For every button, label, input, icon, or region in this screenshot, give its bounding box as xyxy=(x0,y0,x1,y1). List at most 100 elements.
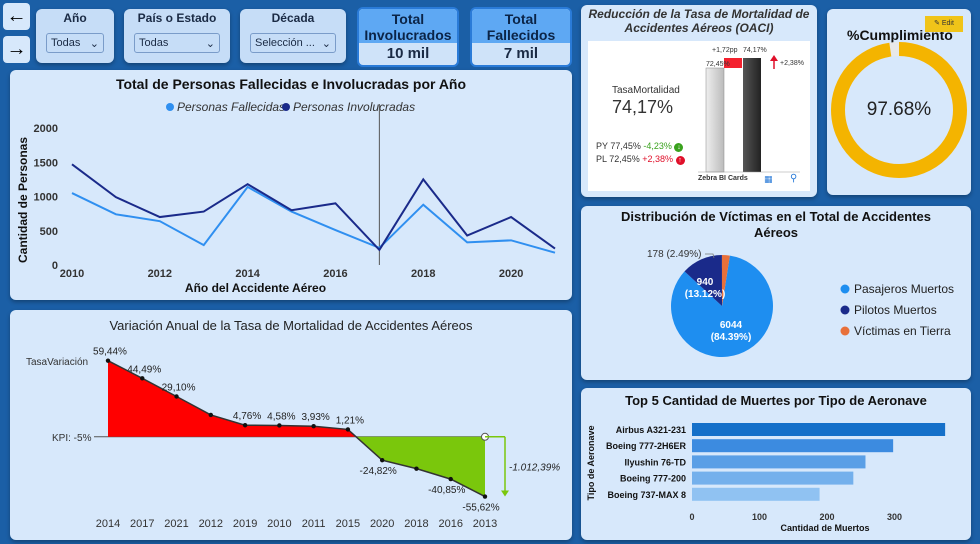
filter-decade: Década Selección ... ⌄ xyxy=(240,9,346,63)
metric-value: 74,17% xyxy=(612,97,674,117)
category-label: Boeing 737-MAX 8 xyxy=(607,490,686,500)
positive-area xyxy=(108,360,357,437)
data-point xyxy=(482,494,488,499)
x-tick-label: 2016 xyxy=(438,518,462,530)
x-tick-label: 2010 xyxy=(60,268,84,280)
kpi-deaths-value: 7 mil xyxy=(503,45,539,62)
py-value: 77,45% xyxy=(610,141,641,151)
slice-label: 940 xyxy=(697,277,714,288)
legend-label: Personas Involucradas xyxy=(293,100,415,114)
negative-area xyxy=(356,436,485,497)
x-tick-label: 2018 xyxy=(404,518,428,530)
filter-year-label: Año xyxy=(63,11,87,25)
x-tick-label: 2012 xyxy=(199,518,223,530)
x-tick-label: 2020 xyxy=(499,268,523,280)
series-label: TasaVariación xyxy=(26,357,88,368)
bar xyxy=(692,471,854,485)
line-chart-title: Total de Personas Fallecidas e Involucra… xyxy=(115,76,467,92)
data-point xyxy=(379,457,385,463)
filter-year-value: Todas xyxy=(51,37,81,49)
legend-marker xyxy=(840,284,850,294)
zebra-footer: Zebra BI Cards xyxy=(698,175,748,182)
x-tick-label: 2019 xyxy=(233,518,257,530)
category-label: Boeing 777-2H6ER xyxy=(606,441,687,451)
x-tick-label: 2010 xyxy=(267,518,291,530)
data-point xyxy=(414,466,419,471)
data-point xyxy=(105,358,111,363)
data-point xyxy=(208,412,214,418)
data-label: 3,93% xyxy=(301,412,329,423)
y-axis-label: Tipo de Aeronave xyxy=(586,425,596,500)
data-label: 1,21% xyxy=(336,415,364,426)
kpi-involved-value: 10 mil xyxy=(386,45,430,62)
x-tick-label: 300 xyxy=(887,512,902,522)
calendar-icon[interactable]: ▦ xyxy=(764,174,773,184)
legend-label: Pilotos Muertos xyxy=(854,303,937,317)
series-line xyxy=(71,163,556,252)
filter-decade-select[interactable]: Selección ... ⌄ xyxy=(250,33,336,53)
category-label: Boeing 777-200 xyxy=(620,474,686,484)
arrow-left-icon: ← xyxy=(6,5,27,27)
y-axis-label: Cantidad de Personas xyxy=(16,137,30,263)
legend-marker xyxy=(166,103,174,111)
chevron-down-icon: ⌄ xyxy=(89,38,99,50)
variation-chart-card: Variación Anual de la Tasa de Mortalidad… xyxy=(10,310,572,540)
reduction-title: Reducción de la Tasa de Mortalidad de Ac… xyxy=(588,7,810,35)
gauge-fill xyxy=(831,42,967,178)
pie-slice xyxy=(671,255,773,357)
x-tick-label: 2013 xyxy=(473,518,497,530)
filter-year-select[interactable]: Todas ⌄ xyxy=(46,33,104,53)
pie-slice xyxy=(721,255,730,306)
bar-title: Top 5 Cantidad de Muertes por Tipo de Ae… xyxy=(625,393,927,408)
x-tick-label: 2011 xyxy=(302,518,326,530)
variation-line xyxy=(107,359,486,498)
data-point xyxy=(242,423,248,428)
forward-button[interactable]: → xyxy=(3,36,30,63)
arrow-down-icon xyxy=(501,490,509,497)
line-chart-card: Total de Personas Fallecidas e Involucra… xyxy=(10,70,572,300)
arrow-up-icon: ↑ xyxy=(675,156,685,165)
x-tick-label: 2020 xyxy=(370,518,394,530)
data-point xyxy=(140,376,145,381)
variance-label: -1.012,39% xyxy=(509,463,560,474)
edit-button[interactable]: ✎ Edit xyxy=(925,16,963,32)
bar-ac xyxy=(743,58,761,172)
donut-chart: 6044(84.39%) 940(13.12%) 178 (2.49%) Pasaje… xyxy=(647,249,954,357)
x-axis-label: Cantidad de Muertos xyxy=(780,523,869,533)
data-point xyxy=(345,427,351,432)
data-label: 4,58% xyxy=(267,411,295,422)
x-tick-label: 2018 xyxy=(411,268,435,280)
y-tick-label: 0 xyxy=(52,260,58,272)
filter-decade-value: Selección ... xyxy=(255,37,315,49)
arrow-head-icon xyxy=(770,55,778,61)
filter-country-select[interactable]: Todas ⌄ xyxy=(134,33,220,53)
pie-slice xyxy=(684,255,722,306)
filter-country-label: País o Estado xyxy=(137,11,217,25)
py-label: PY xyxy=(596,141,608,151)
x-axis-label: Año del Accidente Aéreo xyxy=(185,281,326,295)
line-chart: Personas Fallecidas Personas Involucradas… xyxy=(16,100,556,295)
chevron-down-icon: ⌄ xyxy=(205,38,215,50)
py-delta: -4,23% xyxy=(643,141,672,151)
search-icon[interactable]: ⚲ xyxy=(790,173,798,184)
pl-row: PL 72,45% +2,38% ↑ xyxy=(596,154,685,165)
x-tick-label: 2012 xyxy=(148,268,172,280)
slice-pct: (84.39%) xyxy=(711,332,752,343)
data-label: -40,85% xyxy=(428,485,465,496)
bar-side-delta: +2,38% xyxy=(780,60,804,67)
kpi-total-involved: Total Involucrados 10 mil xyxy=(357,7,459,67)
compliance-value: 97.68% xyxy=(866,99,932,120)
x-tick-label: 2016 xyxy=(323,268,347,280)
kpi-total-deaths: Total Fallecidos 7 mil xyxy=(470,7,572,67)
legend-marker xyxy=(840,305,850,315)
y-tick-label: 1000 xyxy=(34,192,58,204)
kpi-label: KPI: -5% xyxy=(52,433,92,444)
slice-pct: (13.12%) xyxy=(685,289,726,300)
data-label: 29,10% xyxy=(162,382,196,393)
x-tick-label: 0 xyxy=(689,512,694,522)
bar-delta xyxy=(724,58,742,68)
y-tick-label: 2000 xyxy=(34,123,58,135)
variation-chart: TasaVariación KPI: -5% 59,44% 2014 44,49% 201… xyxy=(26,347,560,530)
legend-label: Pasajeros Muertos xyxy=(854,282,954,296)
back-button[interactable]: ← xyxy=(3,3,30,30)
